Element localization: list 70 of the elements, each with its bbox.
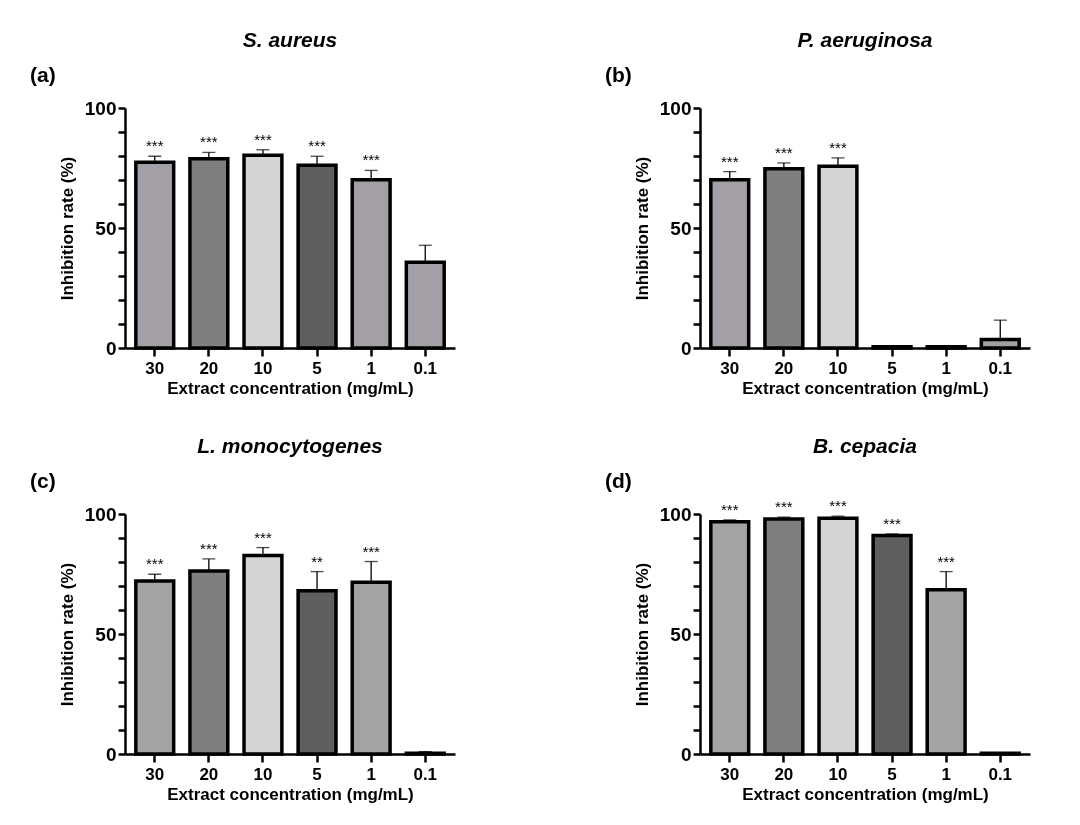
x-tick-label: 1 bbox=[941, 764, 951, 784]
y-tick-label: 50 bbox=[670, 217, 692, 239]
y-axis-title: Inhibition rate (%) bbox=[57, 562, 77, 707]
x-tick-label: 30 bbox=[720, 358, 740, 378]
annotation: *** bbox=[937, 552, 956, 570]
y-tick-label: 50 bbox=[95, 217, 117, 239]
y-tick-label: 100 bbox=[84, 503, 117, 525]
y-axis-title: Inhibition rate (%) bbox=[632, 562, 652, 707]
text: (b) bbox=[605, 63, 632, 86]
x-tick-label: 0.1 bbox=[413, 764, 438, 784]
annotation: *** bbox=[200, 539, 218, 557]
x-tick-label: 30 bbox=[720, 764, 740, 784]
chart-title: B. cepacia bbox=[813, 434, 918, 457]
y-tick-label: 100 bbox=[659, 97, 692, 119]
y-tick-label: 0 bbox=[105, 337, 117, 359]
annotation: *** bbox=[146, 555, 164, 573]
y-axis-title: Inhibition rate (%) bbox=[632, 156, 652, 301]
annotation: *** bbox=[362, 542, 381, 560]
chart-title: L. monocytogenes bbox=[197, 434, 383, 457]
annotation: *** bbox=[883, 514, 901, 532]
x-tick-label: 10 bbox=[828, 764, 848, 784]
x-axis-title: Extract concentration (mg/mL) bbox=[742, 378, 989, 398]
x-tick-label: 0.1 bbox=[988, 358, 1013, 378]
annotation: *** bbox=[146, 137, 164, 155]
chart-title: P. aeruginosa bbox=[797, 28, 933, 51]
annotation: *** bbox=[254, 130, 272, 148]
x-tick-label: 5 bbox=[312, 764, 322, 784]
x-tick-label: 1 bbox=[941, 358, 951, 378]
text: (d) bbox=[605, 469, 632, 492]
text: (c) bbox=[30, 469, 56, 492]
annotation: *** bbox=[829, 138, 847, 156]
x-tick-label: 30 bbox=[145, 764, 165, 784]
y-tick-label: 100 bbox=[659, 503, 692, 525]
y-tick-label: 50 bbox=[670, 623, 692, 645]
x-tick-label: 10 bbox=[828, 358, 848, 378]
x-tick-label: 1 bbox=[366, 358, 376, 378]
y-tick-label: 0 bbox=[680, 743, 692, 765]
x-tick-label: 20 bbox=[774, 358, 794, 378]
y-tick-label: 0 bbox=[105, 743, 117, 765]
x-tick-label: 5 bbox=[887, 358, 897, 378]
annotation: ** bbox=[311, 552, 324, 570]
x-tick-label: 5 bbox=[887, 764, 897, 784]
annotation: *** bbox=[721, 501, 739, 518]
x-axis-title: Extract concentration (mg/mL) bbox=[742, 784, 989, 804]
y-tick-label: 0 bbox=[680, 337, 692, 359]
annotation: *** bbox=[254, 528, 272, 546]
x-tick-label: 20 bbox=[199, 358, 219, 378]
y-tick-label: 100 bbox=[84, 97, 117, 119]
text: (a) bbox=[30, 63, 56, 86]
annotation: *** bbox=[775, 143, 793, 161]
annotation: *** bbox=[721, 152, 739, 170]
x-axis-title: Extract concentration (mg/mL) bbox=[167, 378, 414, 398]
chart-title: S. aureus bbox=[242, 28, 338, 51]
annotation: *** bbox=[775, 498, 793, 516]
annotation: *** bbox=[200, 133, 218, 151]
x-tick-label: 20 bbox=[774, 764, 794, 784]
y-tick-label: 50 bbox=[95, 623, 117, 645]
annotation: *** bbox=[362, 151, 381, 169]
x-tick-label: 30 bbox=[145, 358, 165, 378]
x-axis-title: Extract concentration (mg/mL) bbox=[167, 784, 414, 804]
x-tick-label: 1 bbox=[366, 764, 376, 784]
x-tick-label: 10 bbox=[253, 764, 273, 784]
x-tick-label: 5 bbox=[312, 358, 322, 378]
x-tick-label: 0.1 bbox=[413, 358, 438, 378]
y-axis-title: Inhibition rate (%) bbox=[57, 156, 77, 301]
annotation: *** bbox=[308, 137, 326, 155]
annotation: *** bbox=[829, 497, 847, 515]
x-tick-label: 20 bbox=[199, 764, 219, 784]
x-tick-label: 10 bbox=[253, 358, 273, 378]
x-tick-label: 0.1 bbox=[988, 764, 1013, 784]
